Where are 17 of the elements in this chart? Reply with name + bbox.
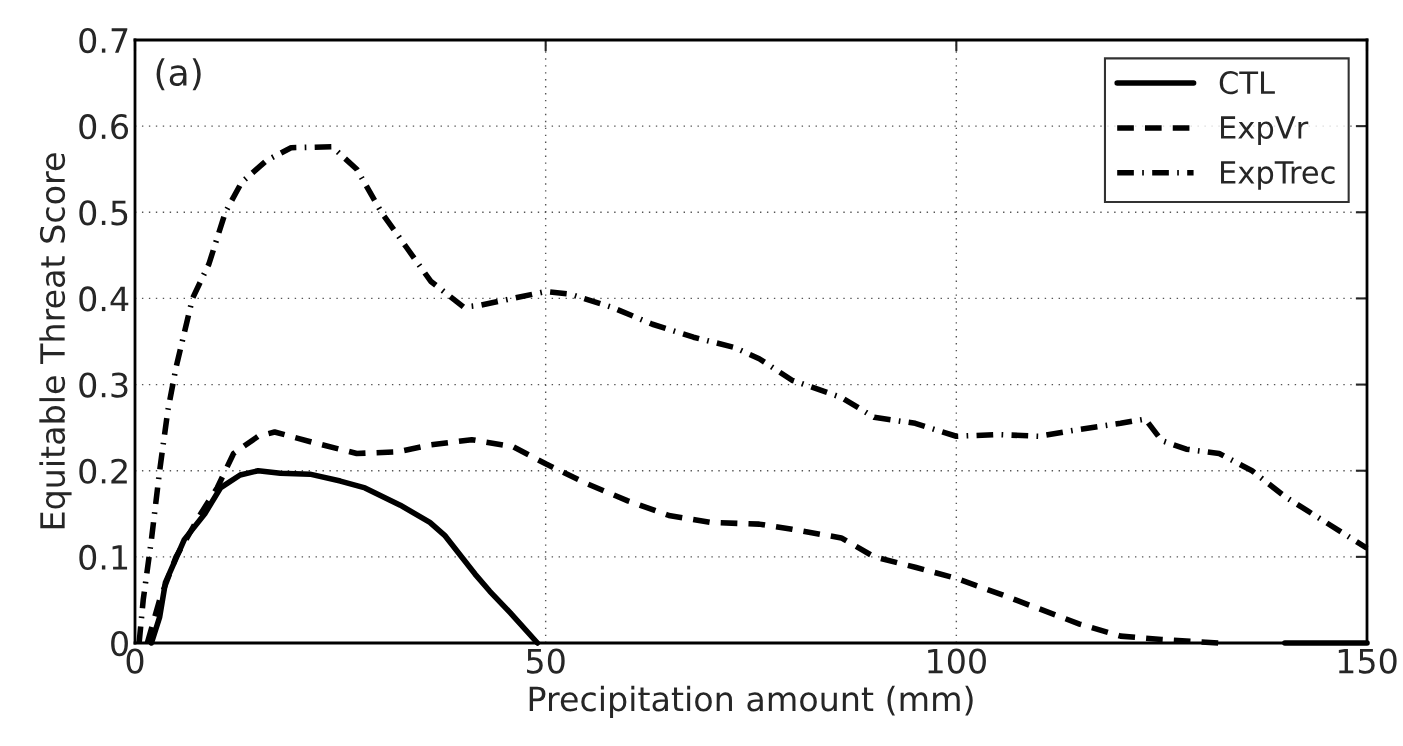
x-tick-label: 150 — [1338, 648, 1397, 674]
y-tick-label: 0.3 — [79, 372, 128, 398]
x-axis-title: Precipitation amount (mm) — [529, 685, 973, 718]
legend-label: CTL — [1219, 71, 1275, 95]
y-tick-label: 0 — [111, 630, 128, 657]
y-tick-label: 0.1 — [79, 544, 128, 570]
y-tick-label: 0.5 — [79, 200, 128, 226]
y-tick-label: 0.2 — [79, 458, 127, 484]
annotation: (a) — [156, 58, 201, 91]
x-tick-label: 100 — [928, 648, 986, 674]
y-axis-title: Equitable Threat Score — [39, 153, 72, 529]
x-tick-label: 50 — [527, 648, 565, 674]
y-tick-label: 0.6 — [79, 114, 129, 140]
legend-label: ExpVr — [1221, 116, 1309, 145]
y-tick-label: 0.7 — [79, 27, 128, 54]
legend-label: ExpTrec — [1221, 161, 1335, 190]
y-tick-label: 0.4 — [79, 286, 129, 312]
